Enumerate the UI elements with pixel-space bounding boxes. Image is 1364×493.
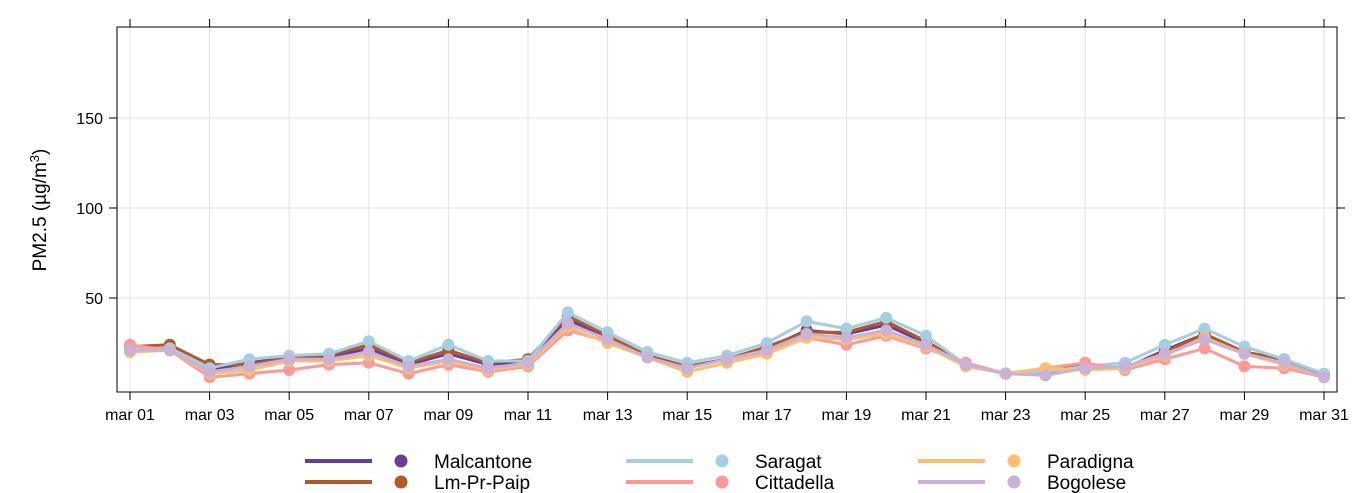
data-point (442, 338, 455, 351)
data-point (880, 324, 893, 337)
legend-item: Malcantone (305, 452, 532, 473)
legend-point-swatch (394, 454, 408, 468)
data-point (840, 331, 853, 344)
x-tick-label: mar 15 (662, 407, 712, 424)
data-point (442, 353, 455, 366)
legend-item: Saragat (626, 452, 822, 473)
y-tick-label: 150 (76, 111, 103, 128)
legend-label: Saragat (755, 452, 822, 473)
x-tick-label: mar 31 (1299, 407, 1349, 424)
legend-point-swatch (715, 454, 729, 468)
data-point (800, 315, 813, 328)
data-point (283, 364, 296, 376)
data-point (1198, 322, 1211, 335)
axes: mar 01 mar 03 mar 05 mar 07 mar 09 mar 11 mar … (76, 19, 1349, 424)
series-layer (124, 306, 1330, 384)
x-tick-label: mar 13 (583, 407, 633, 424)
data-point (1079, 362, 1092, 375)
data-point (601, 333, 614, 346)
data-point (561, 306, 574, 319)
data-point (362, 346, 375, 358)
data-point (681, 362, 694, 375)
data-point (800, 328, 813, 340)
data-point (641, 351, 654, 364)
data-point (999, 367, 1012, 380)
x-tick-label: mar 25 (1060, 407, 1110, 424)
legend-item: Paradigna (918, 452, 1134, 473)
y-axis-label: PM2.5 (µg/m3) (27, 149, 52, 272)
data-point (1238, 347, 1251, 360)
data-point (203, 365, 216, 378)
legend-point-swatch (394, 475, 408, 489)
data-point (362, 335, 375, 348)
legend-label: Paradigna (1047, 452, 1134, 473)
data-point (1198, 342, 1211, 355)
x-tick-label: mar 01 (105, 407, 155, 424)
data-point (1238, 360, 1251, 373)
legend-point-swatch (1007, 475, 1021, 489)
data-point (760, 344, 773, 357)
data-point (522, 356, 534, 369)
data-point (124, 344, 136, 357)
x-tick-label: mar 29 (1220, 407, 1270, 424)
x-tick-label: mar 21 (901, 407, 951, 424)
y-tick-label: 50 (85, 291, 103, 308)
data-point (959, 358, 972, 371)
y-tick-label: 100 (76, 201, 103, 218)
data-point (840, 322, 853, 335)
series-bogolese (124, 317, 1330, 384)
data-point (163, 344, 176, 357)
series-lm-pr-paip (124, 310, 1330, 382)
legend-label: Bogolese (1047, 473, 1126, 493)
x-tick-label: mar 05 (264, 407, 314, 424)
data-point (243, 360, 256, 373)
data-point (1318, 371, 1330, 384)
legend-label: Cittadella (755, 473, 835, 493)
series-malcantone (124, 313, 1330, 382)
data-point (1158, 338, 1171, 351)
data-point (1278, 356, 1291, 369)
gridlines (117, 27, 1337, 392)
data-point (920, 329, 932, 342)
legend-point-swatch (1007, 454, 1021, 468)
x-tick-label: mar 03 (185, 407, 235, 424)
data-point (1039, 369, 1052, 382)
legend-item: Lm-Pr-Paip (305, 473, 530, 493)
x-tick-label: mar 11 (504, 407, 553, 424)
plot-frame (116, 26, 1338, 393)
data-point (1198, 333, 1211, 346)
x-tick-label: mar 27 (1140, 407, 1190, 424)
data-point (561, 317, 574, 330)
x-tick-label: mar 07 (344, 407, 394, 424)
data-point (920, 338, 932, 351)
data-point (283, 353, 296, 366)
x-tick-label: mar 09 (424, 407, 474, 424)
legend-label: Malcantone (434, 452, 532, 473)
legend-label: Lm-Pr-Paip (434, 473, 530, 493)
data-point (1119, 360, 1131, 373)
data-point (323, 353, 335, 366)
legend-item: Cittadella (626, 473, 835, 493)
x-tick-label: mar 19 (822, 407, 872, 424)
x-tick-label: mar 17 (742, 407, 792, 424)
x-tick-label: mar 23 (981, 407, 1031, 424)
data-point (1158, 347, 1171, 360)
legend-item: Bogolese (918, 473, 1126, 493)
data-point (402, 360, 415, 373)
legend-point-swatch (715, 475, 729, 489)
data-point (482, 362, 495, 375)
data-point (880, 311, 893, 324)
data-point (721, 353, 733, 366)
